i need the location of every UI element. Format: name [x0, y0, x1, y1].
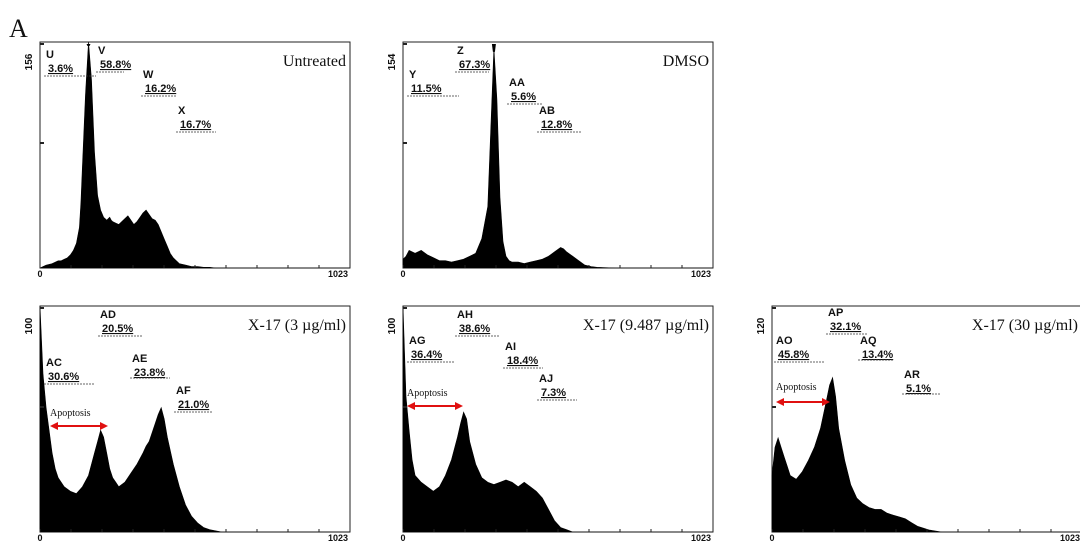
y-max-label: 120 — [756, 317, 767, 334]
gate-percent: 67.3% — [459, 59, 490, 71]
histogram-svg: 0 1023 120 X-17 (30 µg/ml) AO 45.8% AP 32.1% AQ 1… — [756, 305, 1080, 543]
gate-percent: 32.1% — [830, 321, 861, 333]
gate-label: W — [143, 69, 154, 81]
gate-percent: 20.5% — [102, 323, 133, 335]
histogram-svg: 0 1023 100 X-17 (3 µg/ml) AC 30.6% AD 20.5% AE 23… — [24, 305, 351, 543]
x-tick-label: 0 — [37, 533, 42, 543]
peak-marker-icon — [491, 44, 496, 52]
panel-title: X-17 (9.487 µg/ml) — [583, 317, 709, 334]
panel-untreated: 0 1023 156 Untreated U 3.6% V 58.8% W 16.2% X 16.7% — [24, 41, 351, 279]
apoptosis-label: Apoptosis — [407, 388, 448, 399]
arrowhead-right-icon — [822, 398, 830, 406]
gate-percent: 11.5% — [411, 83, 442, 95]
x-tick-label: 0 — [400, 533, 405, 543]
panel-x17-3: 0 1023 100 X-17 (3 µg/ml) AC 30.6% AD 20.5% AE 23… — [24, 305, 351, 543]
x-tick-label: 0 — [400, 269, 405, 279]
gate-label: X — [178, 105, 186, 117]
gate-label: AA — [509, 77, 525, 89]
histogram-svg: 0 1023 100 X-17 (9.487 µg/ml) AG 36.4% AH 38.6%… — [387, 305, 714, 543]
gate-percent: 16.7% — [180, 119, 211, 131]
arrowhead-right-icon — [455, 402, 463, 410]
histogram-area — [39, 41, 350, 269]
gate-percent: 5.1% — [906, 383, 931, 395]
gate-label: AC — [46, 357, 62, 369]
arrowhead-right-icon — [100, 422, 108, 430]
y-max-label: 100 — [24, 317, 35, 334]
gate-percent: 13.4% — [862, 349, 893, 361]
apoptosis-label: Apoptosis — [50, 408, 91, 419]
gate-percent: 58.8% — [100, 59, 131, 71]
gate-percent: 16.2% — [145, 83, 176, 95]
panel-title: DMSO — [663, 53, 709, 70]
panel-title: Untreated — [283, 53, 346, 70]
gate-label: Z — [457, 45, 464, 57]
gate-label: AJ — [539, 373, 553, 385]
gate-label: AF — [176, 385, 191, 397]
gate-label: AG — [409, 335, 426, 347]
panel-title: X-17 (3 µg/ml) — [248, 317, 346, 334]
x-tick-label: 1023 — [691, 533, 711, 543]
gate-label: AD — [100, 309, 116, 321]
plot-frame — [402, 41, 714, 269]
histogram-svg: 0 1023 154 DMSO Y 11.5% Z 67.3% AA 5.6%AB 12.8% — [387, 41, 714, 279]
histogram-area — [39, 305, 350, 533]
y-max-label: 100 — [387, 317, 398, 334]
histogram-area — [402, 305, 713, 533]
gate-label: AH — [457, 309, 473, 321]
panel-x17-30: 0 1023 120 X-17 (30 µg/ml) AO 45.8% AP 32.1% AQ 1… — [756, 305, 1080, 543]
gate-label: AR — [904, 369, 920, 381]
gate-percent: 3.6% — [48, 63, 73, 75]
arrowhead-left-icon — [407, 402, 415, 410]
panel-dmso: 0 1023 154 DMSO Y 11.5% Z 67.3% AA 5.6% AB 12.8% — [387, 41, 714, 279]
gate-percent: 30.6% — [48, 371, 79, 383]
gate-label: AB — [539, 105, 555, 117]
gate-percent: 7.3% — [541, 387, 566, 399]
gate-label: AI — [505, 341, 516, 353]
gate-percent: 23.8% — [134, 367, 165, 379]
x-tick-label: 1023 — [1060, 533, 1080, 543]
peak-marker-icon — [86, 44, 91, 46]
x-tick-label: 0 — [37, 269, 42, 279]
gate-label: U — [46, 49, 54, 61]
y-max-label: 156 — [24, 53, 35, 70]
histogram-svg: 0 1023 156 Untreated U 3.6% V 58.8% W 16.2%X 16.7% — [24, 41, 351, 279]
gate-percent: 36.4% — [411, 349, 442, 361]
x-tick-label: 1023 — [328, 269, 348, 279]
histogram-area — [771, 376, 1080, 533]
gate-percent: 18.4% — [507, 355, 538, 367]
gate-label: AO — [776, 335, 793, 347]
gate-percent: 12.8% — [541, 119, 572, 131]
gate-label: AQ — [860, 335, 877, 347]
gate-label: AE — [132, 353, 147, 365]
apoptosis-label: Apoptosis — [776, 382, 817, 393]
histogram-area — [402, 47, 713, 269]
arrowhead-left-icon — [50, 422, 58, 430]
panel-title: X-17 (30 µg/ml) — [972, 317, 1078, 334]
gate-label: AP — [828, 307, 843, 319]
gate-label: Y — [409, 69, 417, 81]
x-tick-label: 1023 — [691, 269, 711, 279]
x-tick-label: 0 — [769, 533, 774, 543]
gate-percent: 5.6% — [511, 91, 536, 103]
gate-label: V — [98, 45, 106, 57]
gate-percent: 38.6% — [459, 323, 490, 335]
panel-x17-9487: 0 1023 100 X-17 (9.487 µg/ml) AG 36.4% AH 38.6%… — [387, 305, 714, 543]
y-max-label: 154 — [387, 53, 398, 70]
x-tick-label: 1023 — [328, 533, 348, 543]
gate-percent: 21.0% — [178, 399, 209, 411]
figure-label: A — [9, 14, 28, 43]
gate-percent: 45.8% — [778, 349, 809, 361]
arrowhead-left-icon — [776, 398, 784, 406]
